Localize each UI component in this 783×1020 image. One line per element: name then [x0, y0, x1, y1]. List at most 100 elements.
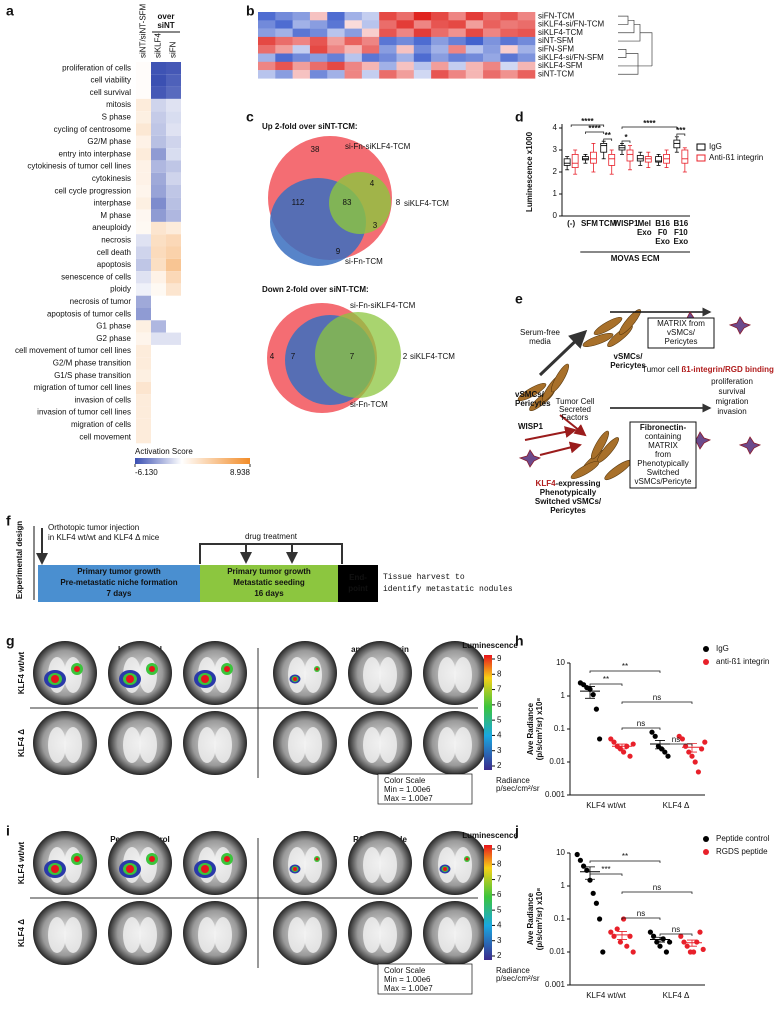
dot: [611, 739, 617, 745]
row-label: siKLF4-si/FN-SFM: [538, 53, 604, 62]
heat-cell: [517, 70, 536, 79]
dot: [657, 943, 663, 949]
dot: [679, 736, 686, 742]
y-tick-label: 10: [556, 658, 565, 667]
colorbar-tick-label: 7: [497, 875, 502, 884]
signal-blob: [465, 857, 469, 861]
colorbar-tick-label: 8: [497, 859, 502, 868]
heat-cell: [258, 61, 276, 71]
column-label: siNT/siNT-SFM: [139, 3, 148, 58]
heat-cell: [136, 271, 151, 284]
dot: [597, 736, 603, 742]
box: [644, 156, 652, 163]
heat-cell: [448, 45, 467, 54]
dot: [649, 729, 655, 735]
label: from: [655, 450, 671, 459]
signal-blob: [126, 865, 134, 873]
heat-cell: [136, 246, 151, 259]
x-tick-label: F0: [658, 228, 668, 237]
signal-blob: [224, 666, 230, 672]
mouse-image: [214, 847, 232, 883]
heat-cell: [483, 61, 501, 71]
heat-cell: [151, 111, 166, 124]
dot: [665, 753, 671, 759]
sig-bracket: [589, 670, 661, 673]
sig-label: ****: [643, 119, 656, 128]
box: [681, 149, 689, 164]
heat-cell: [413, 61, 432, 71]
heat-cell: [465, 53, 484, 62]
row-label: cell survival: [90, 88, 132, 97]
heat-cell: [465, 70, 484, 79]
label: invasion: [717, 407, 746, 416]
arrow: [539, 441, 582, 456]
heat-cell: [517, 28, 536, 38]
dot: [694, 939, 700, 945]
mouse-image: [48, 917, 66, 953]
mouse-image: [304, 847, 322, 883]
heat-cell: [413, 12, 432, 21]
heat-cell: [136, 357, 151, 370]
heat-cell: [166, 62, 181, 75]
dot: [678, 933, 684, 939]
sig-label: ns: [653, 883, 661, 892]
heat-cell: [309, 28, 328, 38]
signal-blob: [293, 677, 297, 681]
dot: [700, 946, 706, 952]
x-tick-label: TCM: [599, 219, 617, 228]
venn-count: 9: [336, 247, 341, 256]
dot: [662, 749, 668, 755]
signal-blob: [149, 856, 155, 862]
heat-cell: [275, 45, 293, 54]
box: [590, 151, 597, 164]
heat-cell: [483, 53, 501, 62]
heat-cell: [136, 172, 151, 185]
heat-cell: [136, 148, 151, 161]
heat-cell: [517, 61, 536, 71]
mouse-image: [288, 727, 306, 763]
row-label: mitosis: [106, 100, 131, 109]
heat-cell: [344, 53, 363, 62]
heat-cell: [166, 332, 181, 345]
heat-cell: [258, 36, 276, 46]
heat-cell: [151, 185, 166, 198]
column-label: siFN: [169, 41, 178, 58]
mouse-image: [379, 847, 397, 883]
signal-blob: [74, 666, 80, 672]
venn-count: 112: [292, 198, 305, 207]
row-label: necrosis: [101, 235, 131, 244]
heat-cell: [166, 271, 181, 284]
heat-cell: [258, 20, 276, 29]
heat-cell: [483, 12, 501, 21]
signal-blob: [224, 856, 230, 862]
panel-label: h: [515, 633, 524, 649]
row-label: invasion of tumor cell lines: [37, 408, 131, 417]
x-tick-label: WISP1: [614, 219, 639, 228]
heat-cell: [136, 332, 151, 345]
heat-cell: [448, 61, 467, 71]
mouse-image: [379, 657, 397, 693]
heat-cell: [344, 36, 363, 46]
heat-cell: [413, 53, 432, 62]
sig-label: ****: [588, 124, 601, 133]
heat-cell: [151, 221, 166, 235]
y-tick-label: 0.01: [549, 947, 565, 956]
venn-set: [315, 312, 401, 398]
heat-cell: [396, 20, 415, 29]
heat-cell: [344, 61, 363, 71]
x-tick-label: Mel: [638, 219, 651, 228]
legend-marker: [703, 659, 709, 665]
colorbar-tick-label: 7: [497, 685, 502, 694]
sig-label: **: [622, 852, 628, 861]
venn-count: 4: [370, 179, 375, 188]
heat-cell: [361, 20, 380, 29]
mouse-image: [214, 917, 232, 953]
heat-cell: [361, 61, 380, 71]
colorbar-tick-label: 2: [497, 951, 502, 960]
sig-label: ns: [672, 925, 680, 934]
mouse-image: [454, 847, 472, 883]
dot: [597, 916, 603, 922]
sig-bracket: [621, 891, 693, 894]
dot: [608, 736, 614, 742]
